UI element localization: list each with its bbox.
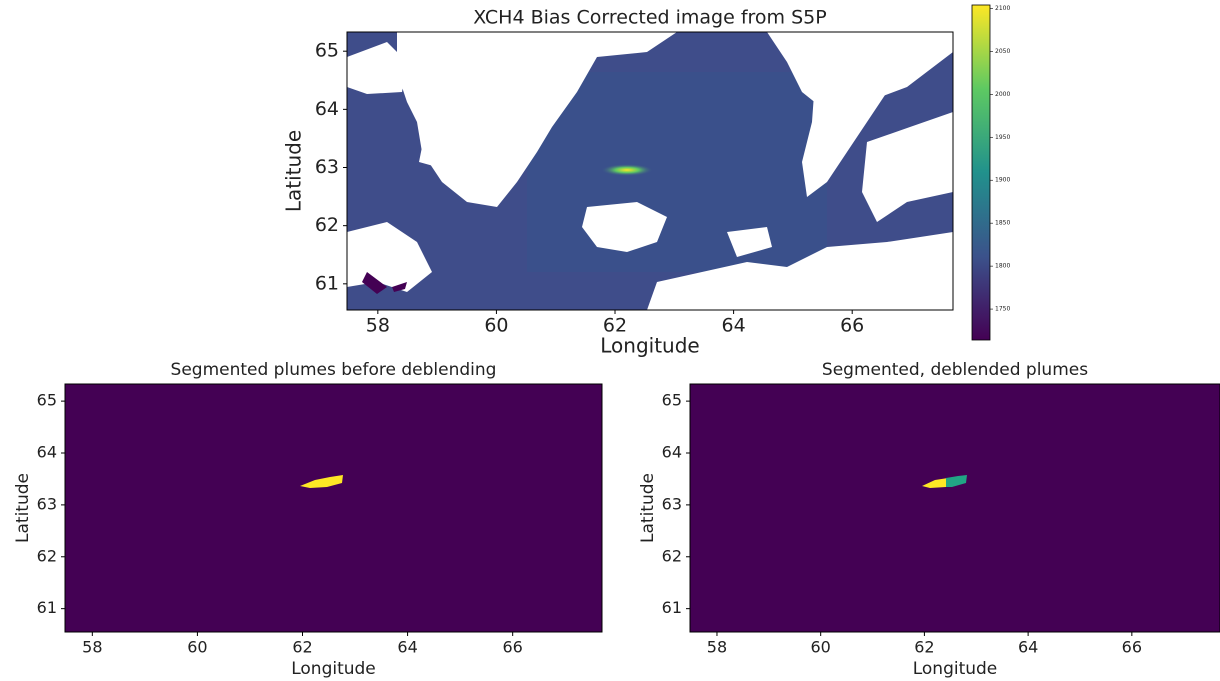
y-tick-label: 64 [662, 443, 682, 462]
y-axis-label: Latitude [282, 130, 306, 212]
y-tick-label: 65 [37, 391, 57, 410]
x-tick-label: 66 [1122, 638, 1142, 657]
x-axis-label: Longitude [600, 334, 699, 358]
segmentation-image [690, 384, 1220, 632]
x-tick-label: 60 [187, 638, 207, 657]
y-tick-label: 62 [315, 214, 339, 236]
y-tick-label: 63 [662, 494, 682, 513]
x-axis-label: Longitude [291, 659, 376, 679]
x-axis-label: Longitude [913, 659, 998, 679]
colorbar [971, 4, 991, 341]
y-tick-label: 61 [315, 272, 339, 294]
axes-frame [64, 383, 603, 633]
x-tick-label: 58 [707, 638, 727, 657]
colorbar-tick-label: 1750 [995, 306, 1010, 313]
y-tick-label: 61 [37, 598, 57, 617]
axes-frame [689, 383, 1220, 633]
colorbar-tick-label: 2050 [995, 48, 1010, 55]
y-axis-label: Latitude [638, 473, 658, 543]
colorbar-tick-label: 1800 [995, 263, 1010, 270]
x-tick-label: 60 [811, 638, 831, 657]
y-tick-label: 64 [37, 443, 57, 462]
chart-title: Segmented, deblended plumes [822, 360, 1088, 380]
y-tick-label: 62 [662, 546, 682, 565]
y-tick-label: 65 [315, 40, 339, 62]
colorbar-tick-label: 2100 [995, 5, 1010, 12]
x-tick-label: 66 [502, 638, 522, 657]
x-tick-label: 66 [840, 315, 864, 337]
colorbar-tick-label: 1950 [995, 134, 1010, 141]
y-tick-label: 61 [662, 598, 682, 617]
segmentation-image [65, 384, 602, 632]
chart-title: XCH4 Bias Corrected image from S5P [473, 7, 826, 29]
x-tick-label: 64 [397, 638, 417, 657]
x-tick-label: 62 [292, 638, 312, 657]
x-tick-label: 58 [82, 638, 102, 657]
image-content [347, 32, 953, 310]
y-tick-label: 65 [662, 391, 682, 410]
y-tick-label: 64 [315, 98, 339, 120]
x-tick-label: 64 [1018, 638, 1038, 657]
y-tick-label: 63 [315, 156, 339, 178]
colorbar-tick-label: 2000 [995, 91, 1010, 98]
chart-title: Segmented plumes before deblending [171, 360, 497, 380]
x-tick-label: 58 [366, 315, 390, 337]
axes-frame [346, 31, 954, 311]
colorbar-tick-label: 1900 [995, 177, 1010, 184]
y-tick-label: 63 [37, 494, 57, 513]
y-tick-label: 62 [37, 546, 57, 565]
x-tick-label: 62 [914, 638, 934, 657]
x-tick-label: 62 [603, 315, 627, 337]
y-axis-label: Latitude [13, 473, 33, 543]
x-tick-label: 64 [722, 315, 746, 337]
x-tick-label: 60 [484, 315, 508, 337]
colorbar-tick-label: 1850 [995, 220, 1010, 227]
